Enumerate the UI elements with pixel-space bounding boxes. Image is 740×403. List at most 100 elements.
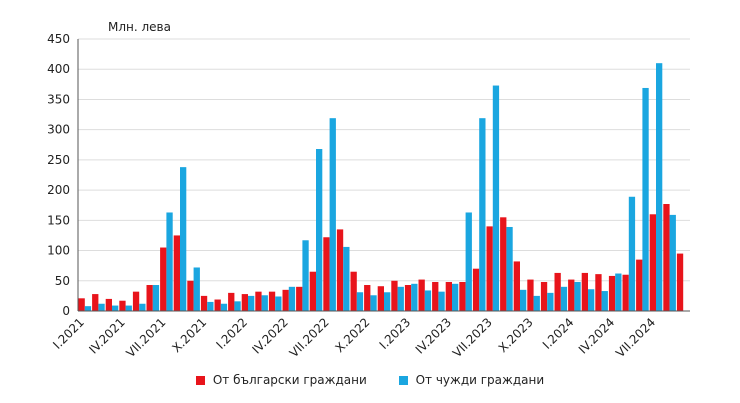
bar-bulgarian: [296, 286, 303, 311]
bar-foreign: [384, 292, 391, 311]
bar-bulgarian: [350, 271, 357, 311]
x-tick-label: I.2024: [540, 315, 577, 352]
bar-foreign: [125, 305, 132, 311]
bar-bulgarian: [187, 280, 194, 311]
bar-bulgarian: [173, 235, 180, 311]
bar-bulgarian: [323, 237, 330, 311]
bar-foreign: [261, 295, 268, 311]
bar-foreign: [588, 289, 595, 311]
bar-bulgarian: [486, 226, 493, 311]
bar-bulgarian: [663, 204, 670, 311]
y-tick-label: 250: [47, 153, 70, 167]
bar-foreign: [642, 87, 649, 312]
bar-foreign: [506, 226, 513, 311]
bar-foreign: [424, 290, 432, 311]
bar-foreign: [411, 283, 418, 311]
bar-bulgarian: [282, 289, 289, 311]
bar-bulgarian: [268, 291, 276, 311]
bar-bulgarian: [527, 279, 534, 311]
y-tick-label: 400: [47, 62, 70, 76]
x-tick-label: IV.2022: [250, 315, 291, 356]
bar-foreign: [669, 214, 676, 311]
x-tick-label: X.2021: [169, 315, 209, 355]
bar-foreign: [329, 118, 336, 312]
x-tick-label: VII.2023: [450, 315, 495, 360]
bar-bulgarian: [459, 281, 466, 311]
bar-bulgarian: [649, 214, 656, 311]
legend: От български граждани От чужди граждани: [0, 373, 740, 388]
bar-foreign: [601, 291, 608, 311]
x-tick-label: VII.2021: [124, 315, 169, 360]
bar-foreign: [248, 295, 255, 311]
bar-foreign: [574, 281, 581, 311]
bar-foreign: [180, 167, 187, 311]
x-tick-label: VII.2024: [613, 315, 658, 360]
legend-swatch-foreign: [398, 375, 408, 385]
bar-bulgarian: [554, 272, 561, 311]
bar-bulgarian: [432, 281, 439, 311]
bar-bulgarian: [255, 291, 262, 311]
bar-bulgarian: [608, 275, 616, 311]
bar-foreign: [397, 286, 404, 311]
x-tick-label: IV.2023: [413, 315, 454, 356]
bar-bulgarian: [500, 217, 507, 311]
bar-foreign: [288, 286, 296, 311]
y-tick-label: 350: [47, 92, 70, 106]
bar-bulgarian: [391, 280, 398, 311]
bar-foreign: [520, 289, 527, 311]
bar-bulgarian: [445, 281, 452, 311]
bar-foreign: [112, 305, 119, 311]
legend-swatch-bulgarian: [195, 375, 205, 385]
bar-bulgarian: [622, 274, 629, 311]
y-tick-label: 100: [47, 244, 70, 258]
x-tick-label: X.2023: [496, 315, 536, 355]
legend-item-bulgarian: От български граждани: [195, 373, 367, 387]
x-tick-label: I.2022: [213, 315, 250, 352]
bar-foreign: [343, 246, 350, 311]
x-tick-label: X.2022: [333, 315, 373, 355]
bar-foreign: [438, 291, 445, 311]
bar-foreign: [166, 212, 173, 311]
bars: [78, 63, 684, 312]
bar-bulgarian: [132, 291, 140, 311]
bar-bulgarian: [636, 259, 643, 311]
legend-label-bulgarian: От български граждани: [212, 373, 367, 387]
bar-bulgarian: [581, 272, 588, 311]
y-tick-label: 450: [47, 32, 70, 46]
bar-bulgarian: [418, 279, 425, 311]
bar-foreign: [492, 85, 500, 311]
y-axis-label: Млн. лева: [108, 20, 171, 34]
bar-foreign: [139, 303, 146, 311]
bar-bulgarian: [364, 285, 371, 311]
bar-bulgarian: [146, 285, 153, 311]
bar-bulgarian: [78, 298, 85, 311]
bar-foreign: [98, 303, 105, 311]
bar-foreign: [302, 240, 309, 311]
axes: [77, 39, 690, 312]
bar-foreign: [615, 273, 622, 311]
y-tick-label: 150: [47, 213, 70, 227]
y-tick-label: 0: [62, 304, 70, 318]
bar-foreign: [207, 301, 214, 311]
bar-bulgarian: [228, 292, 235, 311]
bar-foreign: [370, 295, 377, 311]
bar-bulgarian: [200, 295, 208, 311]
bar-bulgarian: [568, 279, 575, 311]
bar-foreign: [84, 306, 92, 311]
bar-bulgarian: [404, 285, 412, 311]
bar-bulgarian: [336, 229, 344, 311]
bar-bulgarian: [472, 268, 480, 311]
bar-bulgarian: [595, 274, 602, 311]
bar-bulgarian: [377, 286, 384, 311]
bar-foreign: [220, 303, 228, 311]
y-tick-label: 200: [47, 183, 70, 197]
bar-foreign: [547, 292, 554, 311]
bar-foreign: [275, 296, 282, 311]
bar-bulgarian: [513, 261, 520, 311]
bar-bulgarian: [676, 253, 684, 311]
bar-bulgarian: [309, 271, 316, 311]
y-tick-label: 50: [55, 274, 70, 288]
bar-foreign: [316, 149, 323, 311]
